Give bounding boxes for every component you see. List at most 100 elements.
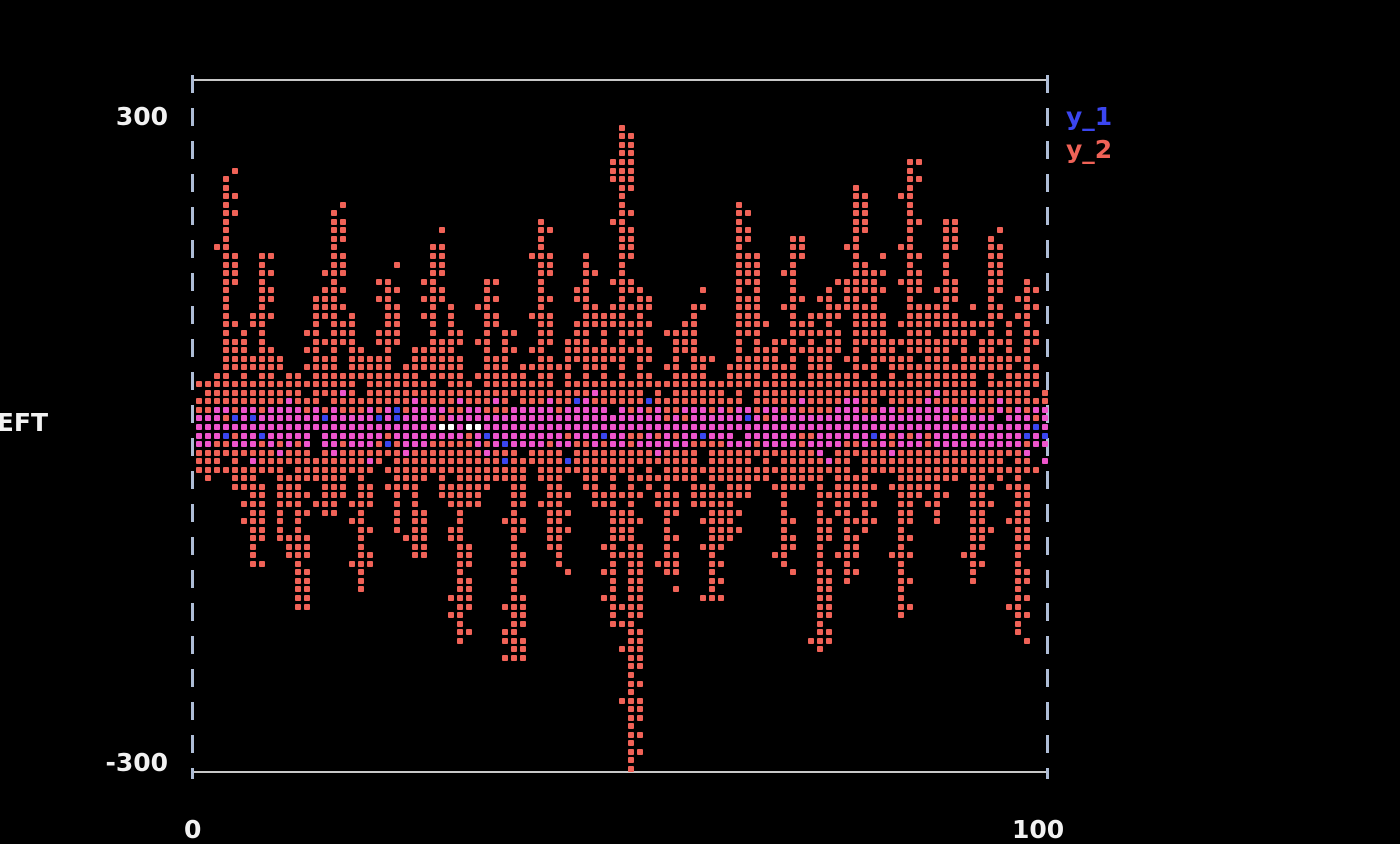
scatter-dot <box>340 270 346 277</box>
scatter-dot <box>403 458 409 465</box>
scatter-dot <box>268 347 274 354</box>
scatter-dot <box>655 458 661 465</box>
scatter-dot <box>844 466 850 473</box>
scatter-dot <box>457 612 463 619</box>
scatter-dot <box>601 406 607 413</box>
scatter-dot <box>223 278 229 285</box>
scatter-dot <box>439 287 445 294</box>
scatter-dot <box>1033 329 1039 336</box>
scatter-dot <box>853 552 859 559</box>
scatter-dot <box>322 432 328 439</box>
scatter-dot <box>844 424 850 430</box>
scatter-dot <box>628 526 634 533</box>
scatter-dot <box>628 654 634 661</box>
scatter-dot <box>682 347 688 354</box>
scatter-dot <box>790 424 796 430</box>
scatter-dot <box>610 509 616 516</box>
scatter-dot <box>358 552 364 559</box>
scatter-dot <box>601 458 607 465</box>
scatter-dot <box>367 398 373 405</box>
scatter-dot <box>826 406 832 413</box>
scatter-dot <box>862 526 868 533</box>
scatter-dot <box>286 398 292 405</box>
scatter-dot <box>448 535 454 542</box>
scatter-dot <box>439 338 445 345</box>
scatter-dot <box>736 458 742 465</box>
scatter-dot <box>223 304 229 311</box>
scatter-dot <box>358 492 364 499</box>
scatter-dot <box>610 595 616 601</box>
scatter-dot <box>1024 535 1030 542</box>
scatter-dot <box>970 552 976 559</box>
scatter-dot <box>970 441 976 448</box>
scatter-dot <box>988 406 994 413</box>
scatter-dot <box>1024 355 1030 362</box>
scatter-dot <box>916 347 922 354</box>
scatter-dot <box>970 526 976 533</box>
scatter-dot <box>232 466 238 473</box>
scatter-dot <box>979 441 985 448</box>
scatter-dot <box>331 244 337 251</box>
scatter-dot <box>952 329 958 336</box>
scatter-dot <box>925 347 931 354</box>
scatter-dot <box>781 441 787 448</box>
scatter-dot <box>943 381 949 388</box>
scatter-dot <box>664 381 670 388</box>
scatter-dot <box>520 458 526 465</box>
scatter-dot <box>1015 500 1021 507</box>
scatter-dot <box>727 526 733 533</box>
scatter-dot <box>484 415 490 422</box>
scatter-dot <box>628 329 634 336</box>
scatter-dot <box>691 381 697 388</box>
scatter-dot <box>709 381 715 388</box>
scatter-dot <box>448 526 454 533</box>
scatter-dot <box>574 287 580 294</box>
scatter-dot <box>790 398 796 405</box>
scatter-dot <box>664 466 670 473</box>
scatter-dot <box>745 492 751 499</box>
scatter-dot <box>331 329 337 336</box>
scatter-dot <box>718 577 724 584</box>
scatter-dot <box>619 492 625 499</box>
scatter-dot <box>304 381 310 388</box>
scatter-dot <box>322 364 328 371</box>
scatter-dot <box>925 355 931 362</box>
scatter-dot <box>727 449 733 456</box>
scatter-dot <box>412 543 418 550</box>
scatter-dot <box>826 466 832 473</box>
scatter-dot <box>448 595 454 601</box>
scatter-dot <box>790 261 796 268</box>
scatter-dot <box>934 483 940 490</box>
scatter-dot <box>223 406 229 413</box>
scatter-dot <box>484 432 490 439</box>
scatter-dot <box>997 253 1003 259</box>
scatter-dot <box>682 329 688 336</box>
scatter-dot <box>610 347 616 354</box>
scatter-dot <box>520 518 526 525</box>
scatter-dot <box>205 398 211 405</box>
scatter-dot <box>367 381 373 388</box>
scatter-dot <box>574 295 580 302</box>
scatter-dot <box>853 543 859 550</box>
scatter-dot <box>628 133 634 140</box>
scatter-dot <box>358 347 364 354</box>
scatter-dot <box>880 466 886 473</box>
scatter-dot <box>862 278 868 285</box>
scatter-dot <box>430 347 436 354</box>
scatter-dot <box>871 483 877 490</box>
scatter-dot <box>628 509 634 516</box>
scatter-dot <box>502 654 508 661</box>
scatter-dot <box>970 355 976 362</box>
scatter-dot <box>826 535 832 542</box>
scatter-dot <box>286 500 292 507</box>
scatter-dot <box>547 312 553 319</box>
scatter-dot <box>817 526 823 533</box>
scatter-dot <box>862 381 868 388</box>
scatter-dot <box>412 483 418 490</box>
scatter-dot <box>502 364 508 371</box>
scatter-dot <box>241 329 247 336</box>
scatter-dot <box>862 218 868 225</box>
scatter-dot <box>601 595 607 601</box>
scatter-dot <box>223 244 229 251</box>
scatter-dot <box>826 526 832 533</box>
